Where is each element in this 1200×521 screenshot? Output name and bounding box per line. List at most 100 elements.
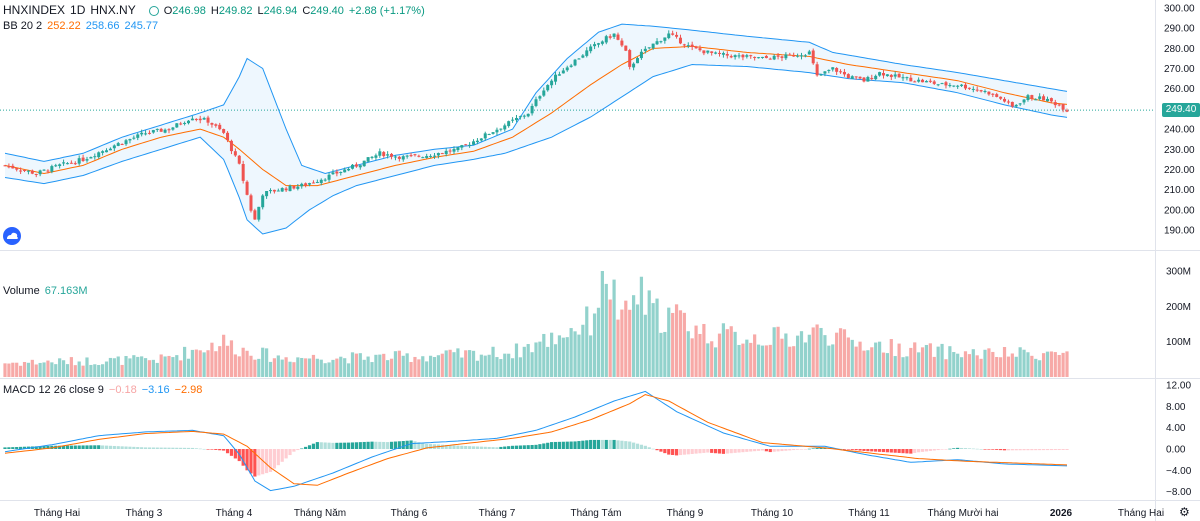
volume-bar bbox=[682, 312, 686, 377]
macd-histogram-bar bbox=[885, 449, 889, 453]
macd-histogram-bar bbox=[245, 449, 249, 471]
macd-histogram-bar bbox=[706, 449, 710, 453]
volume-bar bbox=[491, 346, 495, 377]
volume-bar bbox=[932, 356, 936, 377]
close-value: 249.40 bbox=[310, 5, 344, 17]
macd-histogram-bar bbox=[491, 447, 495, 449]
candle bbox=[784, 54, 788, 59]
candle bbox=[667, 33, 671, 39]
macd-legend[interactable]: MACD 12 26 close 9 −0.18 −3.16 −2.98 bbox=[3, 384, 207, 396]
close-label: C bbox=[302, 5, 311, 17]
volume-bar bbox=[284, 357, 288, 377]
macd-histogram-bar bbox=[93, 445, 97, 449]
interval[interactable]: 1D bbox=[70, 3, 86, 17]
time-axis-label: Tháng 6 bbox=[391, 508, 428, 519]
volume-bar bbox=[819, 327, 823, 377]
gear-icon[interactable]: ⚙ bbox=[1179, 505, 1190, 519]
candle bbox=[323, 179, 327, 181]
macd-histogram-bar bbox=[241, 449, 245, 466]
volume-bar bbox=[1014, 356, 1018, 377]
macd-histogram-bar bbox=[737, 449, 741, 453]
symbol-name[interactable]: HNXINDEX bbox=[3, 3, 66, 17]
macd-histogram-bar bbox=[346, 442, 351, 449]
candle bbox=[663, 37, 667, 41]
macd-histogram-bar bbox=[655, 449, 659, 451]
macd-histogram-bar bbox=[179, 447, 183, 449]
macd-histogram-bar bbox=[792, 449, 796, 451]
volume-bar bbox=[128, 358, 132, 377]
candle bbox=[50, 166, 54, 172]
macd-histogram-bar bbox=[1038, 449, 1042, 451]
candle bbox=[413, 154, 417, 156]
candle bbox=[827, 69, 831, 71]
candle bbox=[97, 152, 101, 158]
macd-histogram-bar bbox=[924, 449, 929, 452]
macd-histogram-bar bbox=[272, 449, 277, 469]
volume-bar bbox=[218, 346, 222, 377]
macd-histogram-bar bbox=[1002, 449, 1007, 451]
macd-histogram-bar bbox=[261, 449, 265, 475]
volume-bar bbox=[222, 334, 226, 377]
candle bbox=[147, 132, 151, 134]
macd-histogram-bar bbox=[788, 449, 792, 451]
volume-bar bbox=[1049, 351, 1053, 377]
macd-histogram-bar bbox=[799, 449, 804, 450]
volume-bar bbox=[538, 341, 542, 377]
macd-histogram-bar bbox=[534, 444, 538, 449]
macd-histogram-bar bbox=[323, 442, 327, 449]
candle bbox=[335, 171, 339, 174]
macd-tick-label: −8.00 bbox=[1166, 487, 1192, 498]
candle bbox=[741, 54, 745, 58]
macd-histogram-bar bbox=[987, 449, 991, 450]
macd-histogram-bar bbox=[717, 449, 722, 454]
macd-histogram-bar bbox=[772, 449, 776, 452]
candle bbox=[34, 173, 38, 175]
macd-histogram-bar bbox=[479, 446, 483, 449]
macd-histogram-bar bbox=[58, 445, 62, 449]
candle bbox=[390, 153, 394, 157]
bb-legend[interactable]: BB 20 2 252.22 258.66 245.77 bbox=[3, 20, 163, 32]
macd-histogram-bar bbox=[546, 442, 550, 449]
macd-histogram-bar bbox=[811, 448, 815, 449]
macd-histogram-bar bbox=[858, 449, 862, 451]
candle bbox=[77, 158, 81, 164]
macd-histogram-bar bbox=[257, 449, 261, 476]
candle bbox=[889, 74, 893, 78]
macd-tick-label: 8.00 bbox=[1166, 402, 1186, 413]
volume-legend[interactable]: Volume 67.163M bbox=[3, 285, 93, 297]
macd-histogram-bar bbox=[175, 447, 179, 449]
candle bbox=[963, 84, 967, 89]
macd-histogram-bar bbox=[721, 449, 726, 454]
volume-bar bbox=[186, 358, 191, 377]
macd-histogram-bar bbox=[917, 449, 921, 453]
candle bbox=[448, 150, 452, 152]
volume-bar bbox=[764, 345, 768, 377]
volume-bar bbox=[464, 350, 468, 377]
macd-histogram-bar bbox=[1053, 449, 1057, 451]
macd-tick-label: 4.00 bbox=[1166, 423, 1186, 434]
macd-histogram-bar bbox=[319, 442, 323, 449]
volume-bar bbox=[936, 346, 940, 377]
volume-tick-label: 100M bbox=[1166, 337, 1191, 348]
macd-histogram-bar bbox=[85, 445, 89, 449]
candle bbox=[304, 183, 308, 186]
volume-bar bbox=[507, 353, 511, 377]
candle bbox=[116, 143, 120, 146]
candle bbox=[269, 190, 272, 192]
candle bbox=[659, 41, 663, 43]
volume-bar bbox=[874, 342, 878, 377]
candle bbox=[479, 138, 483, 141]
macd-histogram-bar bbox=[846, 449, 850, 450]
macd-histogram-bar bbox=[413, 441, 417, 449]
volume-bar bbox=[1030, 355, 1034, 377]
candle bbox=[749, 55, 753, 57]
macd-histogram-bar bbox=[842, 449, 847, 450]
candle bbox=[932, 81, 936, 84]
macd-histogram-bar bbox=[569, 441, 573, 449]
candle bbox=[917, 79, 921, 82]
candle bbox=[292, 185, 296, 189]
tradingview-cloud-icon[interactable] bbox=[3, 227, 21, 245]
volume-bar bbox=[468, 350, 472, 377]
macd-histogram-bar bbox=[3, 447, 7, 449]
